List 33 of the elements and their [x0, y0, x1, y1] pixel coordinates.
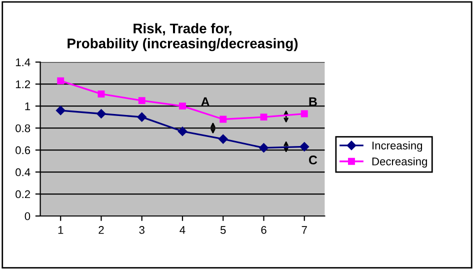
- y-tick-label: 0.4: [16, 168, 30, 176]
- point: [300, 110, 308, 118]
- x-tick-label: 2: [98, 226, 104, 234]
- point: [56, 106, 66, 116]
- point: [218, 134, 228, 144]
- x-tick-label: 5: [220, 226, 226, 234]
- legend-label: Increasing: [372, 141, 422, 152]
- annotation: C: [308, 156, 318, 164]
- chart-title: Risk, Trade for, Probability (increasing/decreasing): [68, 23, 298, 52]
- y-tick-label: 1.4: [16, 58, 30, 66]
- y-tick-label: 0: [24, 212, 30, 220]
- point: [179, 102, 186, 110]
- y-tick-label: 0.8: [16, 124, 30, 132]
- point: [138, 97, 146, 104]
- point: [259, 143, 268, 152]
- x-tick-label: 6: [261, 226, 266, 234]
- x-tick-label: 3: [139, 226, 144, 234]
- y-tick-label: 0.2: [16, 190, 30, 198]
- point: [300, 142, 309, 152]
- y-tick-label: 1.2: [16, 80, 30, 88]
- legend-label: Decreasing: [372, 157, 427, 168]
- point: [98, 90, 105, 98]
- point: [220, 116, 227, 123]
- point: [96, 109, 106, 118]
- point: [137, 112, 146, 122]
- x-tick-label: 4: [180, 226, 186, 234]
- point: [260, 114, 268, 121]
- point: [178, 126, 188, 136]
- y-tick-label: 0.6: [16, 146, 30, 154]
- x-tick-label: 7: [302, 226, 307, 234]
- x-tick-label: 1: [58, 226, 64, 234]
- y-tick-label: 1: [25, 102, 30, 110]
- point: [57, 77, 64, 84]
